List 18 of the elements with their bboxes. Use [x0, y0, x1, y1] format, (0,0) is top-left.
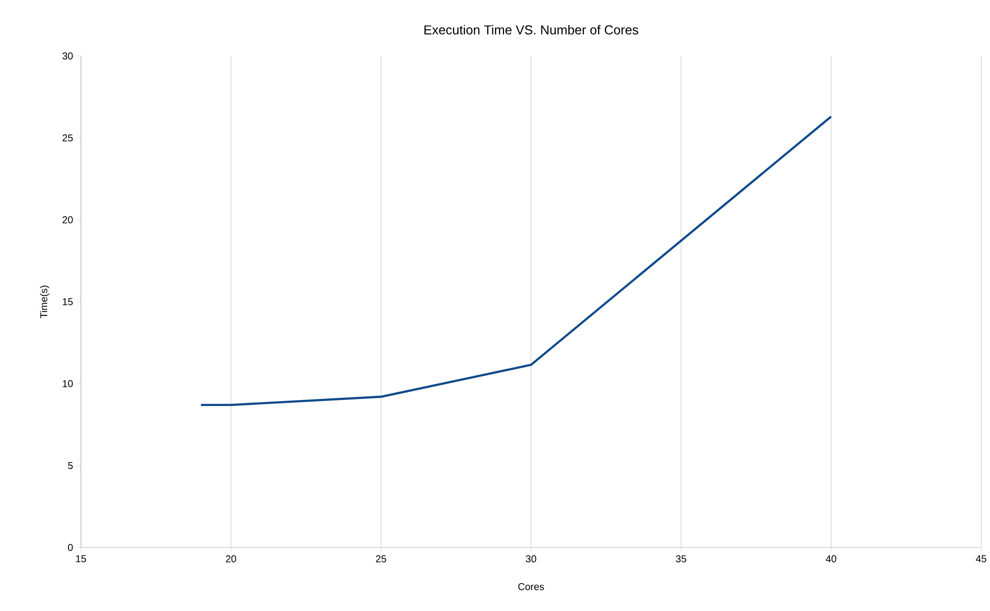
y-tick-label: 20 [62, 216, 73, 224]
chart-title: Execution Time VS. Number of Cores [424, 24, 638, 34]
y-tick-label: 5 [68, 462, 73, 469]
x-tick-label: 40 [826, 555, 836, 562]
y-axis-title: Time(s) [40, 285, 50, 318]
x-tick-label: 30 [526, 555, 536, 562]
x-axis-title: Cores [518, 582, 544, 590]
x-tick-label: 25 [376, 555, 386, 562]
x-tick-label: 35 [676, 555, 686, 562]
y-tick-label: 0 [68, 544, 73, 551]
y-tick-label: 30 [62, 52, 73, 60]
line-series [200, 115, 832, 406]
x-tick-label: 20 [226, 555, 236, 562]
y-tick-label: 10 [62, 380, 73, 387]
x-tick-label: 15 [76, 555, 86, 562]
y-tick-label: 15 [62, 298, 73, 305]
x-tick-label: 45 [976, 555, 986, 562]
y-tick-label: 25 [62, 134, 73, 142]
